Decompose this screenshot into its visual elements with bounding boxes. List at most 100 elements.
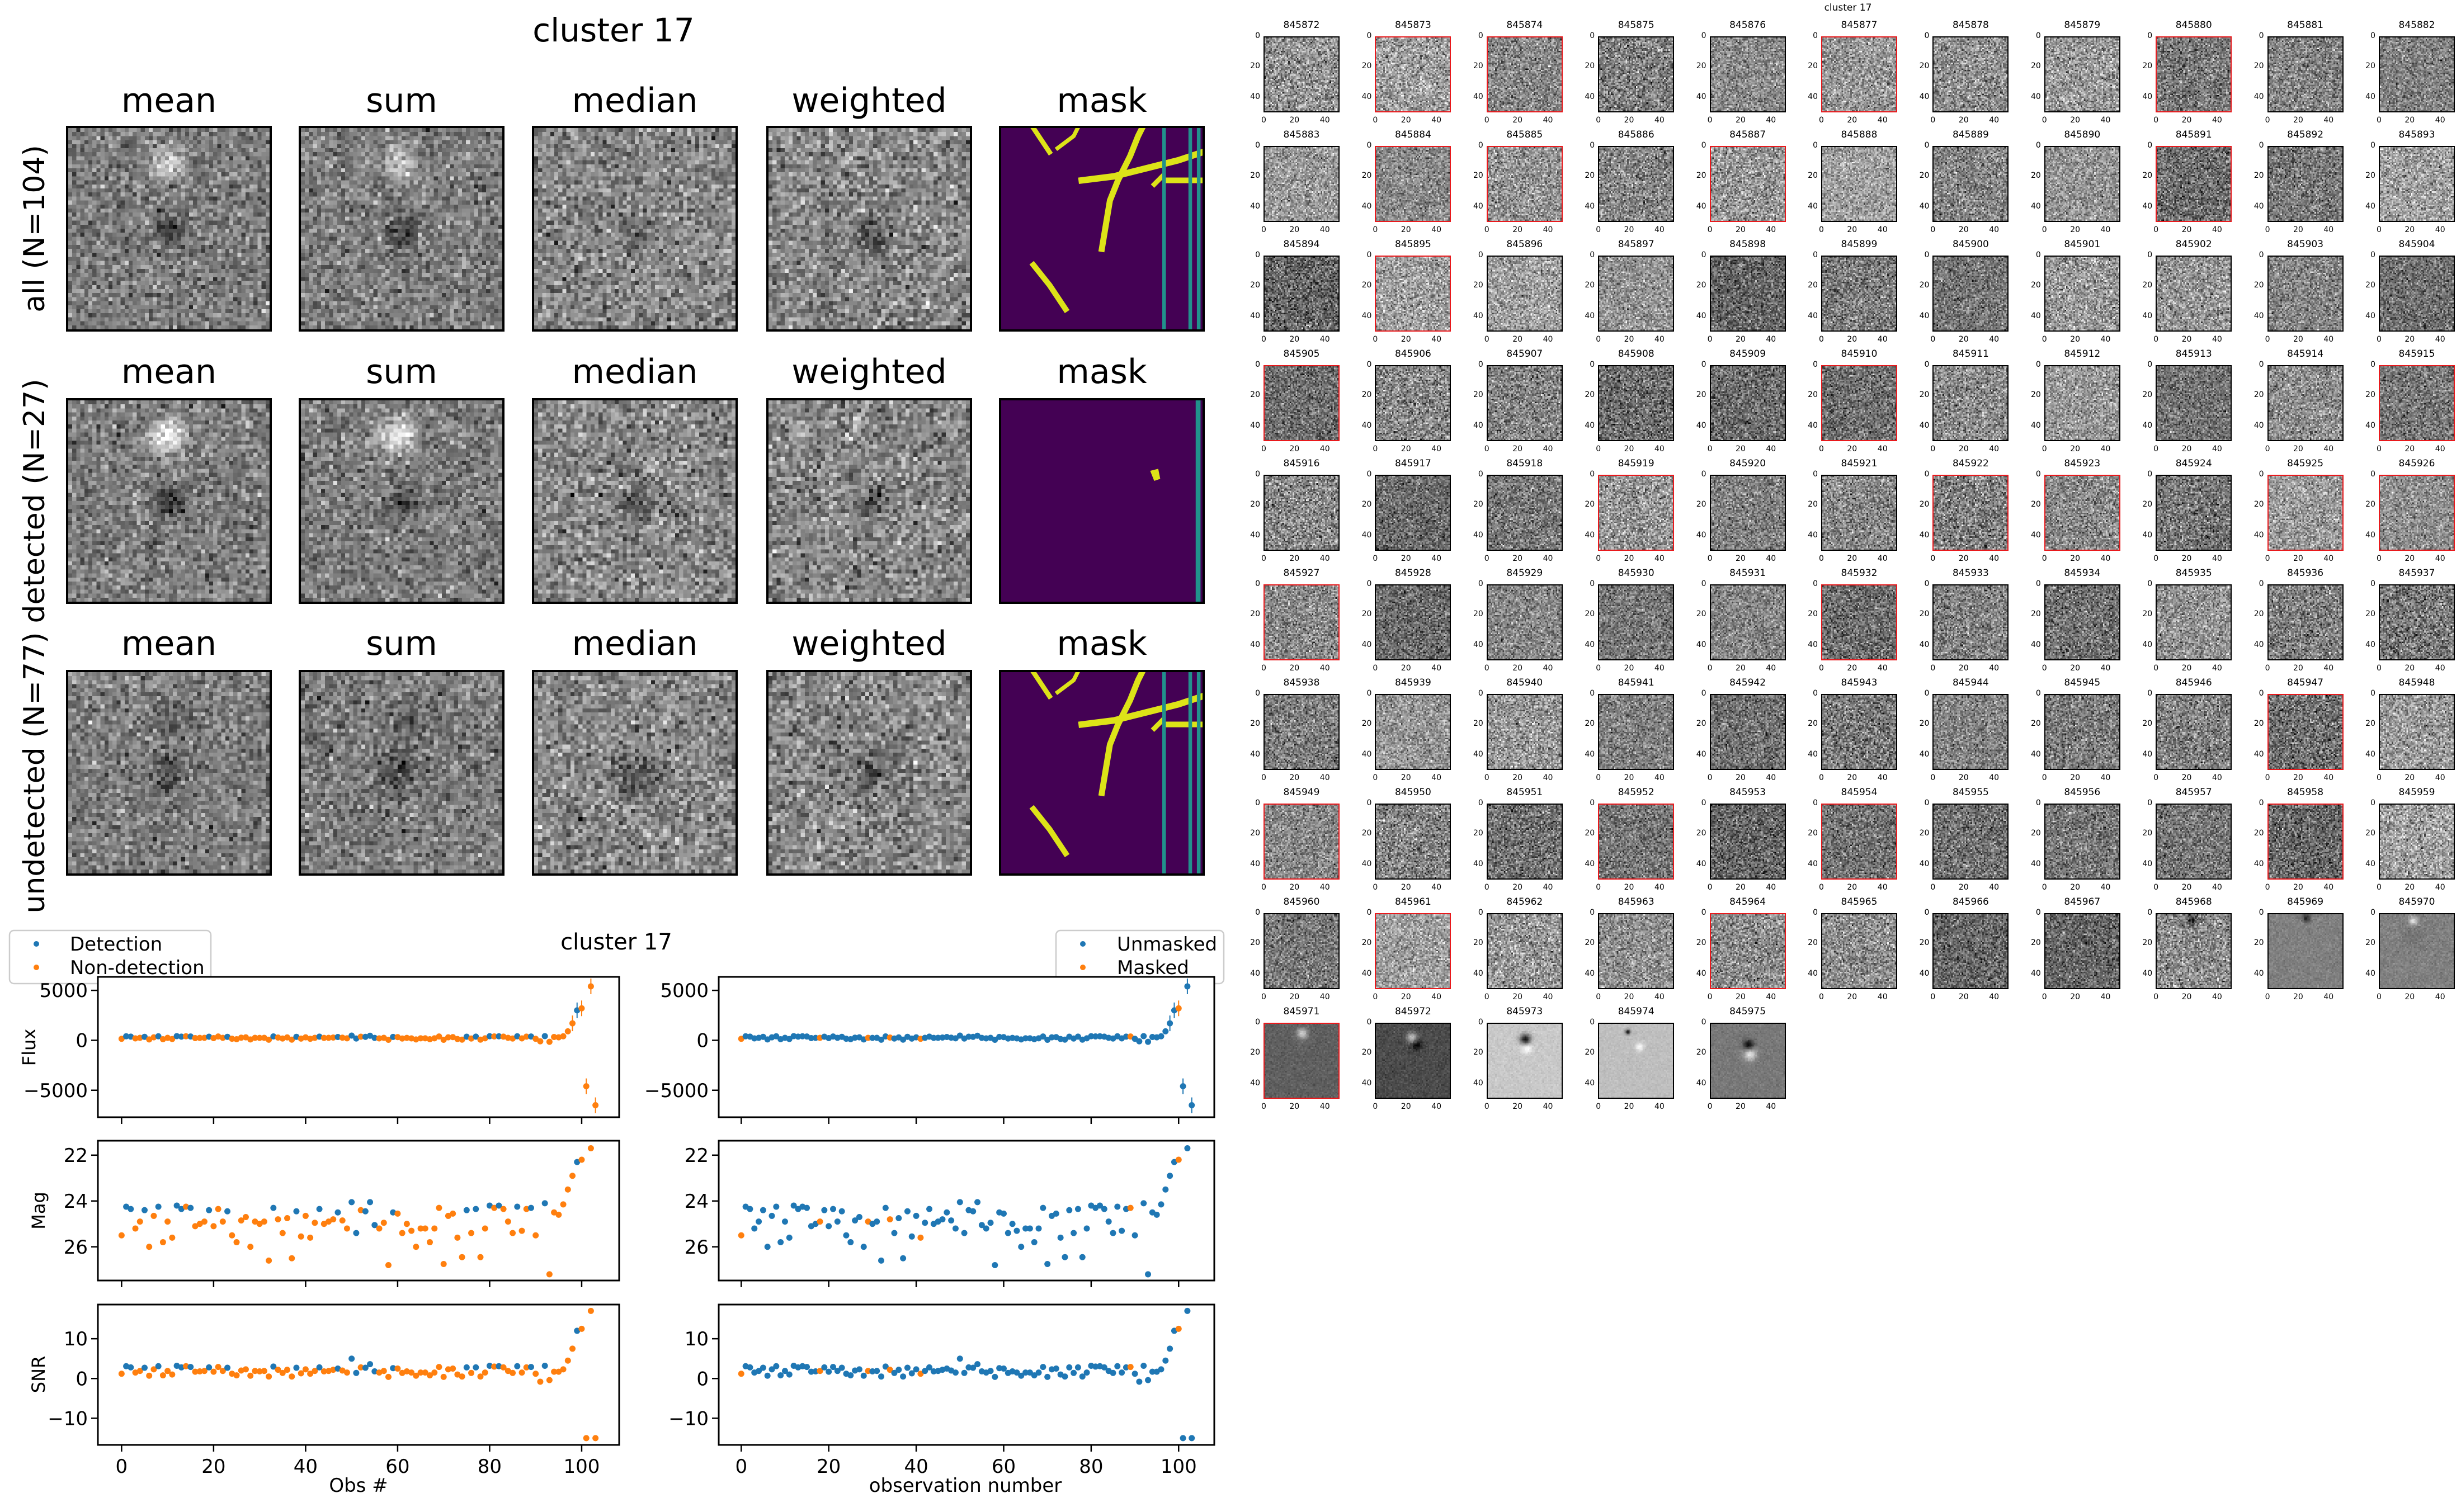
thumbnail-x-tick: 0 bbox=[2265, 554, 2270, 563]
thumbnail-image bbox=[1598, 913, 1675, 989]
thumbnail-image bbox=[2267, 475, 2344, 551]
thumbnail-y-tick: 0 bbox=[1924, 141, 1930, 150]
thumbnail-x-tick: 40 bbox=[1989, 116, 2000, 125]
non-detection-point bbox=[159, 1239, 166, 1246]
panel-title-median: median bbox=[572, 352, 698, 391]
non-detection-point bbox=[592, 1435, 599, 1442]
non-detection-point bbox=[491, 1033, 498, 1040]
non-detection-point bbox=[238, 1217, 244, 1224]
thumbnail-x-tick: 20 bbox=[2181, 773, 2192, 782]
detection-point bbox=[316, 1364, 323, 1371]
thumbnail: 845951 0 0 20 20 40 40 bbox=[1473, 787, 1563, 892]
non-detection-point bbox=[436, 1204, 442, 1211]
non-detection-point bbox=[560, 1366, 567, 1373]
thumbnail-y-tick: 40 bbox=[2253, 530, 2264, 540]
thumbnail-image bbox=[2044, 256, 2120, 332]
thumbnail-detected: 845923 0 0 20 20 40 40 bbox=[2031, 458, 2120, 563]
thumbnail-x-tick: 20 bbox=[1958, 664, 1969, 673]
detection-point bbox=[224, 1033, 231, 1040]
detection-point bbox=[224, 1208, 231, 1215]
thumbnail-x-tick: 0 bbox=[1930, 883, 1936, 892]
thumbnail-image bbox=[1709, 694, 1786, 770]
thumbnail-y-tick: 20 bbox=[1361, 719, 1372, 729]
non-detection-point bbox=[229, 1232, 235, 1239]
thumbnail-x-tick: 40 bbox=[1877, 883, 1888, 892]
unmasked-point bbox=[773, 1033, 780, 1040]
thumbnail-y-tick: 40 bbox=[1585, 1078, 1595, 1088]
thumbnail-detected: 845961 0 0 20 20 40 40 bbox=[1362, 896, 1451, 1001]
panel-title-weighted: weighted bbox=[791, 624, 947, 663]
thumbnail-x-tick: 40 bbox=[1654, 773, 1665, 782]
thumbnail-x-tick: 40 bbox=[2323, 993, 2334, 1001]
non-detection-point bbox=[289, 1036, 295, 1043]
thumbnail-y-tick: 40 bbox=[1919, 859, 1930, 868]
thumbnail-y-tick: 20 bbox=[2253, 281, 2264, 290]
non-detection-point bbox=[219, 1218, 226, 1225]
thumbnail-title: 845876 bbox=[1729, 20, 1766, 31]
thumbnail: 845892 0 0 20 20 40 40 bbox=[2254, 129, 2344, 234]
thumbnail-y-tick: 40 bbox=[1250, 859, 1260, 868]
thumbnail-y-tick: 0 bbox=[1590, 31, 1595, 40]
thumbnail-x-tick: 20 bbox=[1401, 225, 1411, 234]
non-detection-point bbox=[330, 1367, 337, 1373]
thumbnail-y-tick: 0 bbox=[1255, 360, 1260, 369]
non-detection-point bbox=[330, 1216, 337, 1223]
thumbnail-image bbox=[1821, 365, 1897, 441]
unmasked-point bbox=[1162, 1186, 1169, 1193]
thumbnail-image bbox=[1375, 584, 1451, 660]
non-detection-point bbox=[183, 1033, 190, 1040]
non-detection-point bbox=[477, 1254, 484, 1260]
thumbnail-y-tick: 40 bbox=[2142, 640, 2153, 649]
unmasked-point bbox=[900, 1255, 907, 1261]
unmasked-point bbox=[992, 1262, 998, 1269]
thumbnail-title: 845931 bbox=[1729, 568, 1766, 579]
thumbnail-x-tick: 40 bbox=[2323, 664, 2334, 673]
thumbnail-title: 845910 bbox=[1841, 348, 1878, 360]
thumbnail-image bbox=[2044, 36, 2120, 112]
thumbnail-y-tick: 0 bbox=[1366, 251, 1372, 259]
thumbnail-x-tick: 20 bbox=[1847, 116, 1857, 125]
thumbnail-x-tick: 0 bbox=[1373, 335, 1378, 344]
unmasked-point bbox=[922, 1368, 928, 1374]
thumbnail: 845909 0 0 20 20 40 40 bbox=[1696, 348, 1786, 453]
detection-point bbox=[348, 1355, 355, 1362]
thumbnail-x-tick: 40 bbox=[2435, 554, 2445, 563]
non-detection-point bbox=[279, 1369, 286, 1376]
thumbnail-title: 845928 bbox=[1394, 568, 1431, 579]
thumbnail-y-tick: 40 bbox=[1808, 859, 1818, 868]
thumbnail-title: 845924 bbox=[2175, 458, 2212, 469]
thumbnail: 845918 0 0 20 20 40 40 bbox=[1473, 458, 1563, 563]
thumbnail-x-tick: 40 bbox=[1431, 993, 1442, 1001]
non-detection-point bbox=[196, 1034, 203, 1041]
non-detection-point bbox=[482, 1369, 488, 1376]
legend-detection: Detection Non-detection bbox=[8, 929, 212, 985]
thumbnail-title: 845874 bbox=[1506, 20, 1543, 31]
thumbnail-x-tick: 20 bbox=[2405, 335, 2415, 344]
thumbnail-title: 845961 bbox=[1394, 896, 1431, 908]
non-detection-point bbox=[505, 1368, 511, 1374]
unmasked-point bbox=[1158, 1366, 1165, 1373]
thumbnail-x-tick: 0 bbox=[1819, 116, 1824, 125]
thumbnail-y-tick: 0 bbox=[1255, 1018, 1260, 1027]
non-detection-point bbox=[569, 1173, 576, 1179]
non-detection-point bbox=[320, 1221, 327, 1227]
thumbnail-image bbox=[2379, 694, 2455, 770]
thumbnail-y-tick: 40 bbox=[1250, 530, 1260, 540]
thumbnail-y-tick: 20 bbox=[1250, 281, 1260, 290]
thumbnail-x-tick: 20 bbox=[1289, 335, 1300, 344]
thumbnail-x-tick: 0 bbox=[2042, 116, 2047, 125]
thumbnail-x-tick: 0 bbox=[1596, 445, 1601, 453]
thumbnail-title: 845937 bbox=[2398, 568, 2435, 579]
non-detection-point bbox=[385, 1262, 392, 1269]
unmasked-point bbox=[1000, 1210, 1007, 1217]
thumbnail-y-tick: 20 bbox=[2142, 609, 2153, 619]
thumbnail-y-tick: 40 bbox=[2030, 420, 2041, 430]
thumbnail-y-tick: 0 bbox=[1701, 798, 1706, 807]
thumbnail: 845969 0 0 20 20 40 40 bbox=[2254, 896, 2344, 1001]
non-detection-point bbox=[564, 1028, 571, 1034]
thumbnail-image bbox=[2379, 36, 2455, 112]
thumbnail-x-tick: 20 bbox=[1958, 225, 1969, 234]
